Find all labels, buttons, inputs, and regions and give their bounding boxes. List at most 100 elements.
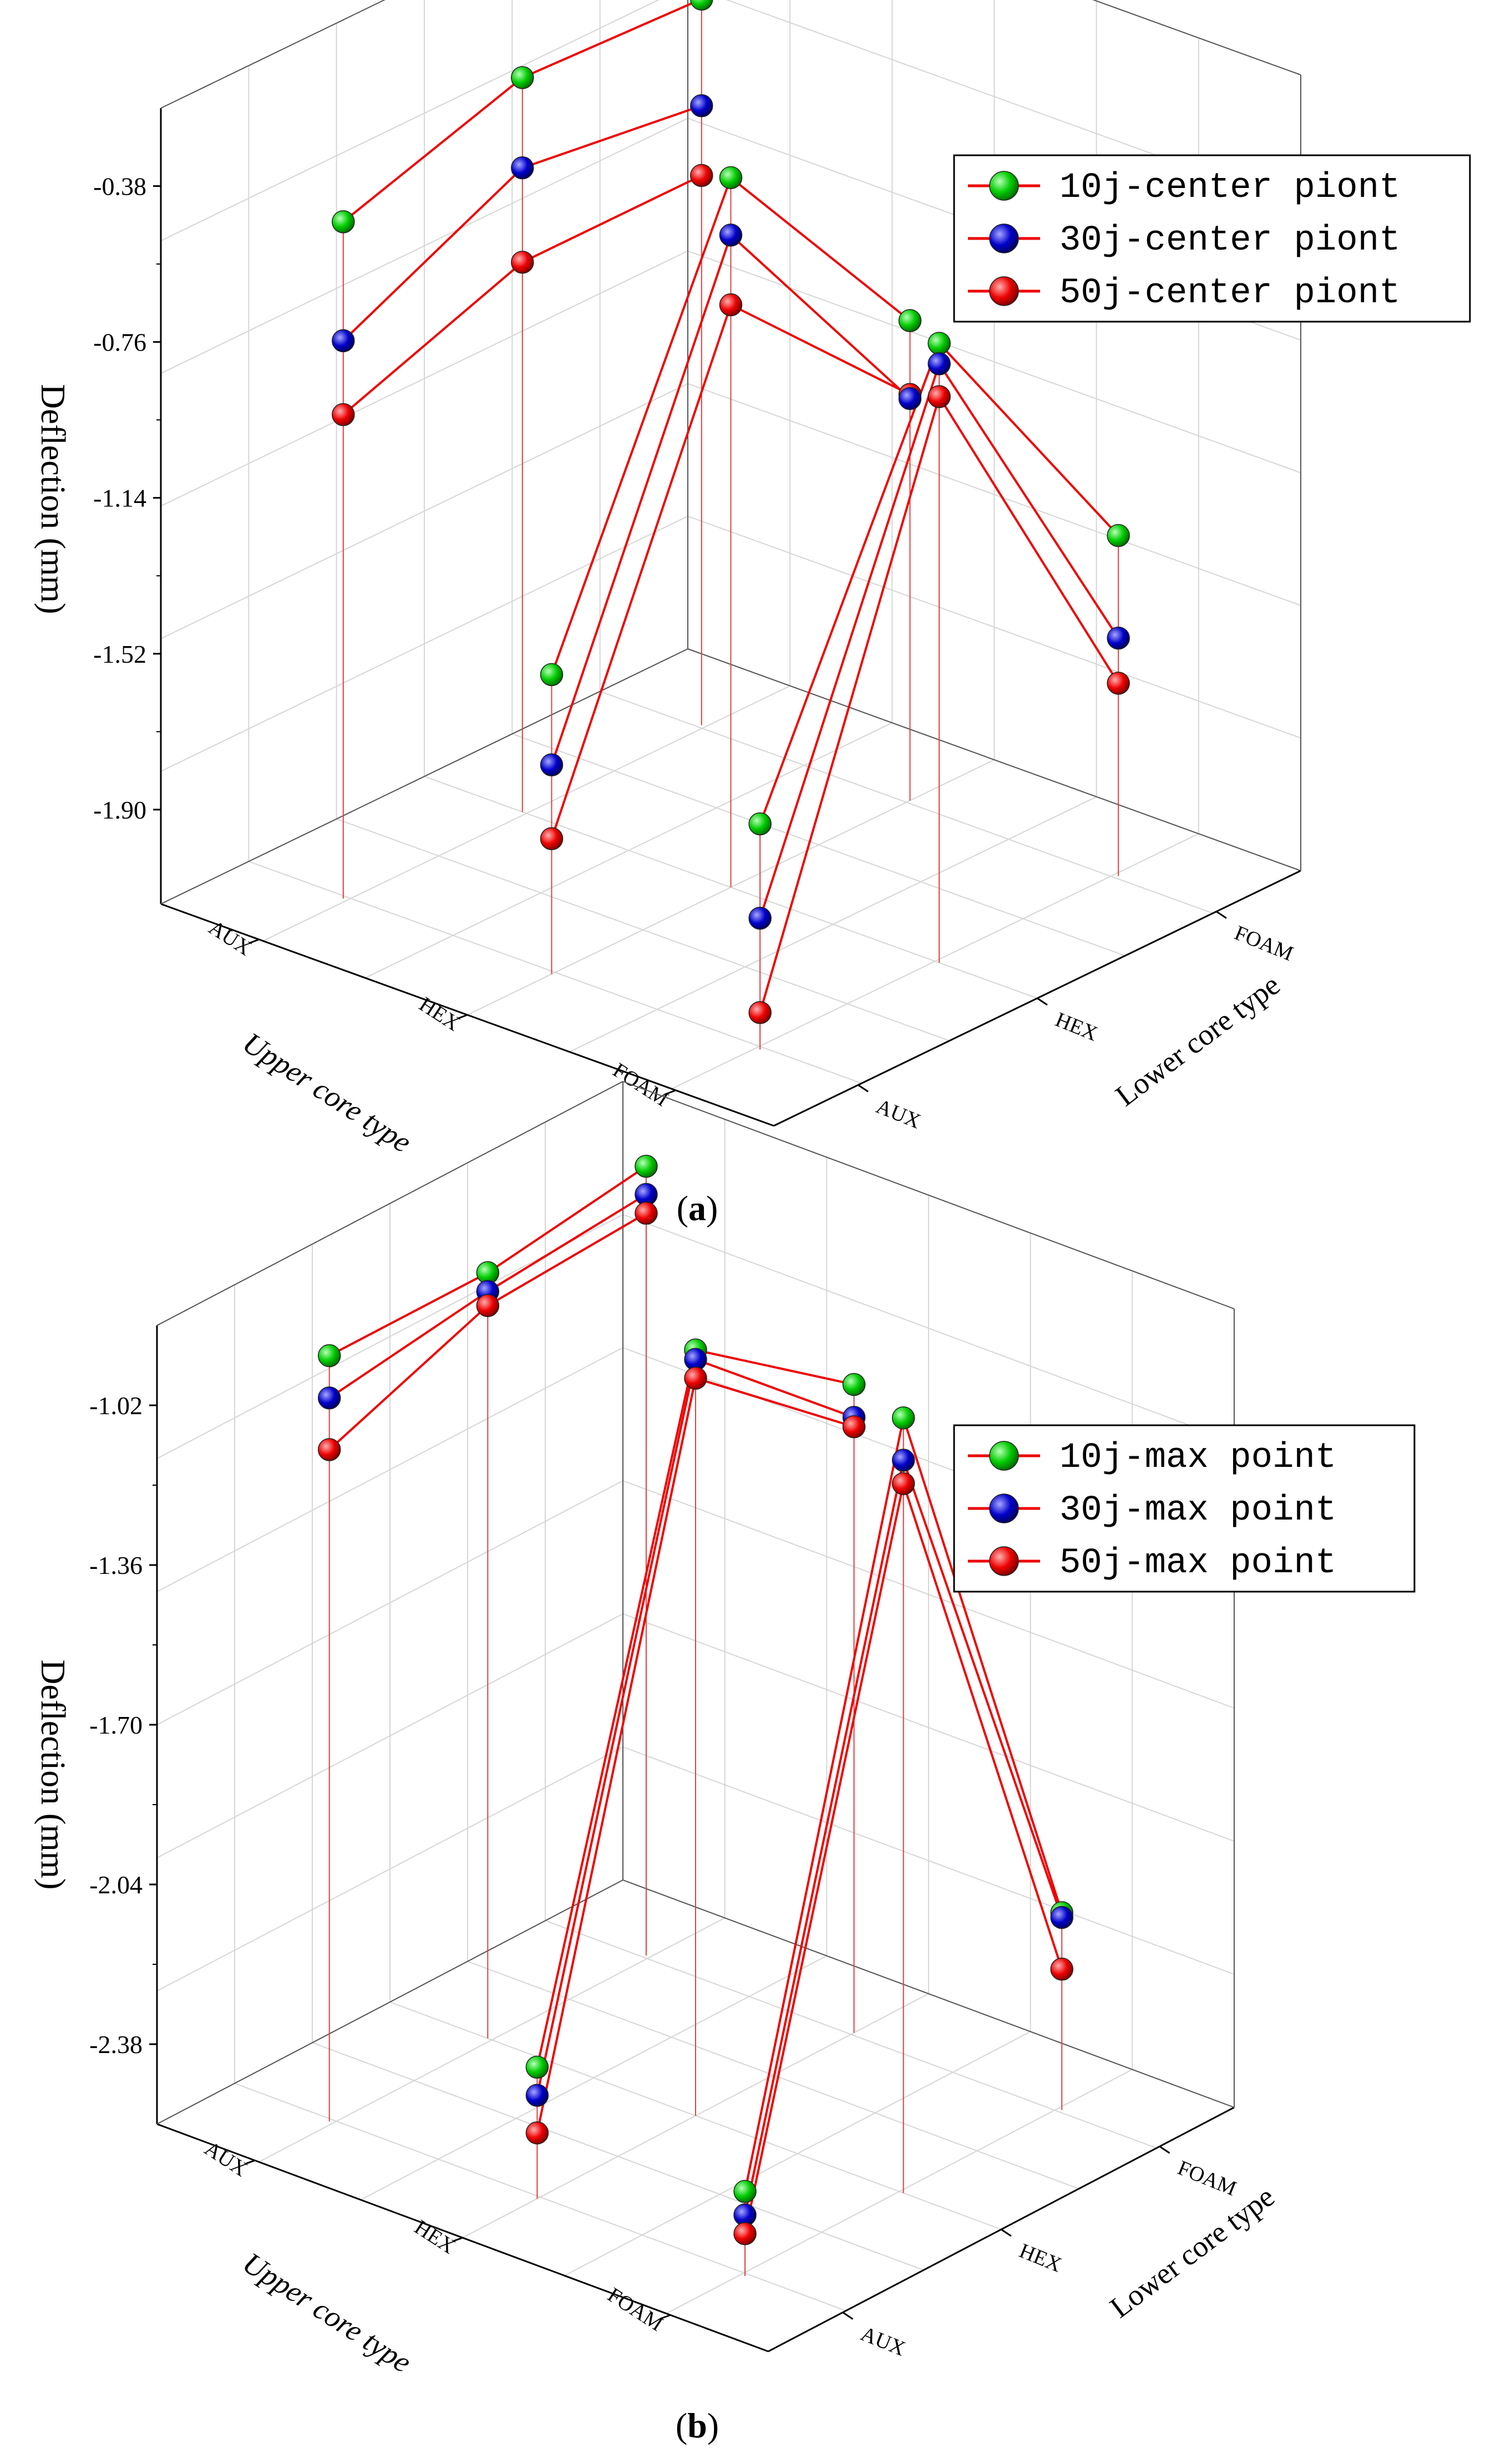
- data-point-green: [511, 66, 534, 89]
- data-point-green: [690, 0, 713, 11]
- legend-marker-red: [989, 1546, 1019, 1576]
- z-tick-label: -0.76: [93, 328, 146, 357]
- legend-label: 30j-center piont: [1059, 221, 1401, 261]
- z-tick-label: -1.14: [93, 484, 146, 512]
- data-point-green: [1107, 524, 1130, 547]
- legend: 10j-center piont 30j-center piont 50j-cent…: [953, 154, 1471, 323]
- data-point-green: [891, 1406, 915, 1430]
- panel-label-a: (a): [677, 1188, 718, 1228]
- data-point-blue: [690, 94, 713, 118]
- data-point-green: [748, 812, 772, 836]
- data-point-blue: [317, 1386, 341, 1410]
- y-tick: [842, 2311, 854, 2320]
- legend-marker-blue: [989, 223, 1019, 253]
- y-tick: [1001, 2228, 1012, 2237]
- data-point-blue: [891, 1449, 915, 1472]
- y-tick: [1216, 911, 1227, 919]
- x-tick: [666, 1089, 676, 1095]
- data-point-green: [635, 1155, 658, 1178]
- data-point-green: [525, 2055, 549, 2079]
- y-tick: [1159, 2146, 1170, 2154]
- data-point-red: [1050, 1957, 1074, 1981]
- x-tick: [245, 2160, 255, 2165]
- data-point-red: [684, 1366, 707, 1390]
- box-edge: [687, 648, 1301, 871]
- data-point-green: [842, 1373, 866, 1396]
- legend-box: [953, 154, 1471, 323]
- legend-marker-blue: [989, 1493, 1019, 1523]
- z-tick-label: -2.04: [89, 1871, 143, 1899]
- wall-grid-line: [160, 0, 660, 242]
- data-point-red: [733, 2222, 757, 2245]
- z-axis-title: Deflection (mm): [34, 1660, 72, 1890]
- x-tick: [249, 938, 260, 944]
- box-edge: [156, 1879, 623, 2125]
- data-point-red: [317, 1438, 341, 1461]
- legend-marker-green: [989, 1441, 1019, 1471]
- data-point-blue: [719, 223, 743, 247]
- z-tick-label: -1.02: [89, 1391, 143, 1420]
- box-edge: [160, 0, 386, 109]
- panel-letter-a: a: [688, 1188, 706, 1228]
- x-tick: [661, 2314, 671, 2319]
- z-tick-label: -2.38: [89, 2030, 143, 2059]
- y-tick: [858, 1084, 869, 1093]
- z-tick-label: -0.38: [93, 172, 146, 201]
- data-point-green: [733, 2180, 757, 2203]
- data-point-green: [332, 210, 355, 233]
- data-point-blue: [898, 387, 922, 410]
- box-edge: [1092, 0, 1301, 75]
- legend-marker-red: [989, 276, 1019, 306]
- data-point-blue: [525, 2084, 549, 2107]
- data-point-red: [891, 1472, 915, 1496]
- data-point-red: [525, 2121, 549, 2145]
- data-point-green: [898, 309, 922, 332]
- data-point-red: [540, 827, 564, 851]
- z-tick-label: -1.90: [93, 796, 146, 824]
- legend-marker-green: [989, 171, 1019, 201]
- chart-marks: [317, 1155, 1074, 2276]
- data-point-red: [1107, 672, 1130, 695]
- data-point-green: [317, 1344, 341, 1368]
- z-tick-label: -1.52: [93, 640, 146, 668]
- panel-label-b: (b): [676, 2406, 719, 2445]
- box-edge: [622, 1879, 1235, 2108]
- data-point-blue: [511, 156, 534, 180]
- data-point-red: [476, 1294, 500, 1317]
- legend-label: 50j-max point: [1059, 1543, 1336, 1583]
- box-edge: [156, 1081, 623, 1326]
- y-tick: [1037, 997, 1048, 1006]
- data-point-red: [842, 1415, 866, 1439]
- data-point-red: [332, 403, 355, 426]
- data-point-green: [719, 166, 743, 190]
- data-point-blue: [1107, 626, 1130, 650]
- x-tick: [457, 1014, 468, 1019]
- legend-label: 30j-max point: [1059, 1491, 1336, 1531]
- wall-grid-line: [622, 1214, 1235, 1442]
- z-axis-title: Deflection (mm): [34, 384, 72, 614]
- data-point-red: [927, 385, 951, 408]
- data-point-green: [540, 663, 564, 687]
- box-edge: [622, 1081, 1235, 1309]
- legend-label: 10j-max point: [1059, 1438, 1336, 1478]
- data-point-red: [511, 251, 534, 274]
- z-tick-label: -1.36: [89, 1551, 143, 1579]
- floor-grid-line: [545, 1920, 1157, 2149]
- data-point-blue: [332, 329, 355, 353]
- data-point-red: [635, 1201, 658, 1225]
- legend-label: 50j-center piont: [1059, 273, 1401, 313]
- legend-label: 10j-center piont: [1059, 168, 1401, 208]
- x-tick: [453, 2237, 463, 2242]
- z-tick-label: -1.70: [89, 1711, 143, 1739]
- legend: 10j-max point 30j-max point 50j-max point: [953, 1424, 1416, 1593]
- data-point-blue: [540, 753, 564, 776]
- data-point-blue: [927, 352, 951, 375]
- data-point-red: [690, 164, 713, 187]
- floor-grid-line: [600, 690, 1214, 914]
- panel-letter-b: b: [687, 2406, 707, 2445]
- data-point-red: [719, 293, 743, 317]
- data-point-red: [748, 1001, 772, 1024]
- chart-marks: [332, 0, 1130, 1050]
